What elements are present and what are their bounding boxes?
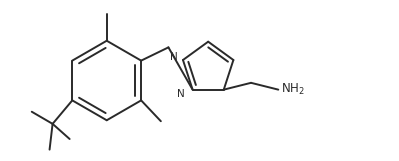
Text: N: N (177, 89, 185, 99)
Text: NH$_2$: NH$_2$ (280, 82, 304, 97)
Text: N: N (170, 52, 178, 62)
